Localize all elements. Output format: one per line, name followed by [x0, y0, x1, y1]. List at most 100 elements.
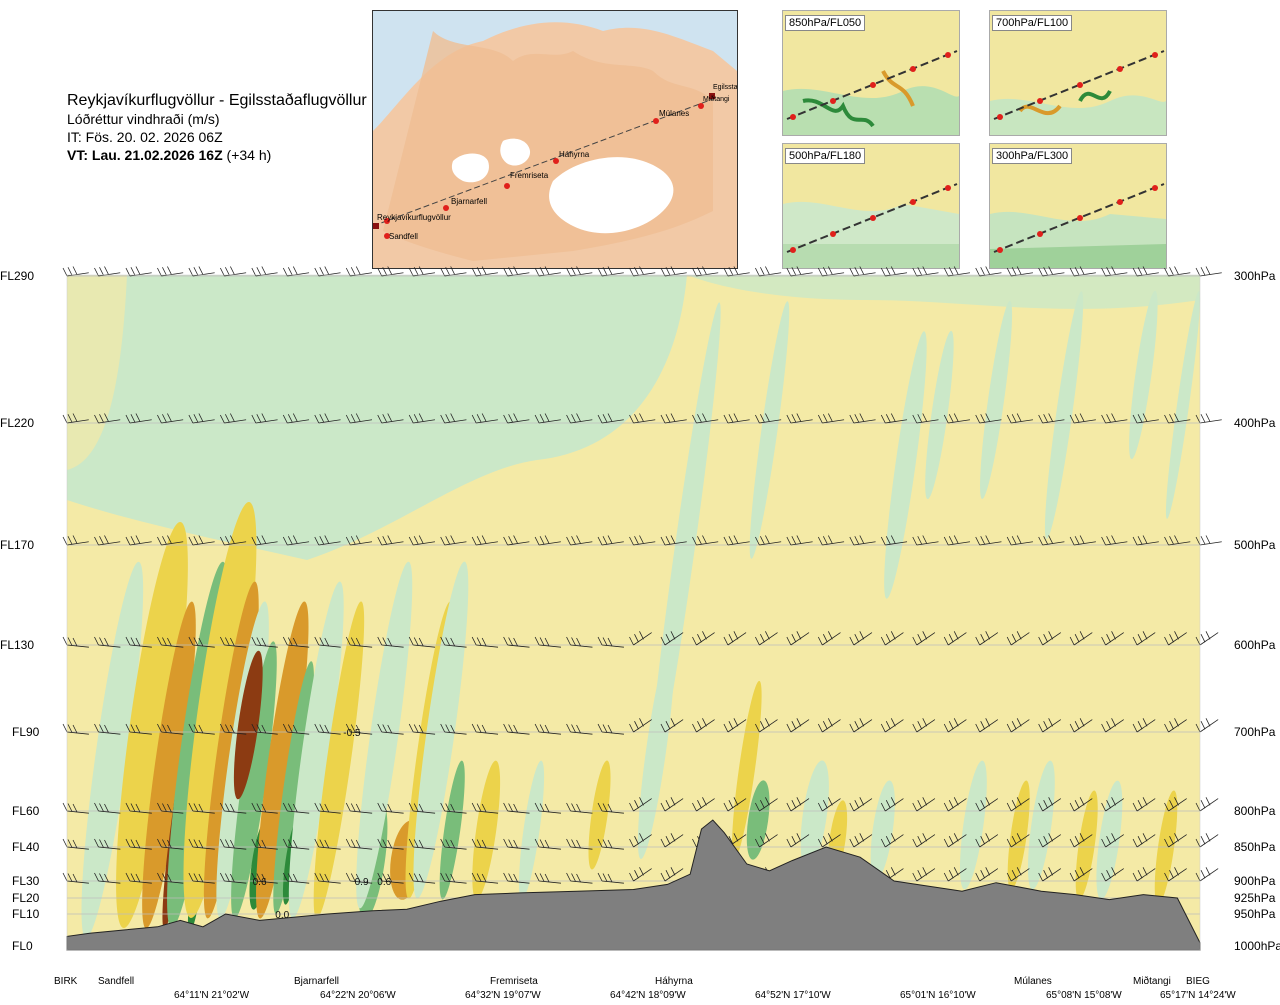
wind-barb-feather: [1200, 720, 1206, 730]
wind-barb-feather: [796, 797, 802, 806]
wind-barb-feather: [1169, 720, 1174, 730]
wind-barb-feather: [513, 266, 518, 275]
wind-barb-feather: [413, 267, 419, 276]
wind-barb: [601, 846, 624, 850]
wind-barb-feather: [607, 873, 613, 883]
wind-barb: [444, 880, 467, 884]
wind-barb-feather: [324, 873, 330, 883]
wind-barb-feather: [418, 637, 424, 647]
wind-barb-feather: [1011, 720, 1017, 730]
wind-barb-feather: [1195, 414, 1201, 424]
wind-barb: [1042, 419, 1065, 424]
wind-barb-feather: [629, 414, 634, 424]
wind-barb-feather: [440, 267, 446, 277]
wind-barb: [255, 272, 278, 277]
wind-barb-feather: [760, 267, 765, 276]
wind-barb-feather: [188, 267, 194, 277]
wind-barb: [224, 880, 247, 884]
wind-barb: [507, 846, 530, 850]
wind-barb-feather: [287, 414, 293, 423]
contour-value-label: 0.6: [377, 877, 391, 888]
wind-barb: [822, 272, 845, 277]
wind-barb-feather: [319, 414, 325, 423]
wind-barb-feather: [445, 724, 451, 733]
wind-barb: [1042, 868, 1062, 882]
wind-barb-feather: [1111, 535, 1116, 544]
wind-barb-feather: [476, 839, 482, 848]
wind-barb-feather: [198, 724, 204, 734]
pressure-tick-label: 800hPa: [1234, 804, 1276, 818]
wind-barb: [979, 632, 999, 646]
wind-barb: [66, 272, 89, 277]
wind-barb: [1136, 272, 1159, 277]
wind-barb-feather: [1048, 718, 1053, 727]
wind-barb: [822, 798, 841, 812]
wind-barb-feather: [104, 266, 109, 275]
wind-barb-feather: [508, 267, 513, 276]
wind-barb-feather: [345, 723, 351, 733]
wind-barb-feather: [355, 637, 361, 647]
wind-barb-feather: [1006, 536, 1012, 546]
wind-barb-feather: [292, 873, 298, 883]
wind-barb: [476, 731, 499, 735]
wind-barb: [539, 419, 561, 424]
wind-barb-feather: [1011, 267, 1017, 276]
wind-barb-feather: [251, 838, 257, 848]
wind-barb-feather: [723, 636, 729, 646]
wind-barb: [1136, 868, 1156, 882]
wind-barb-feather: [408, 267, 414, 277]
wind-barb-feather: [786, 802, 792, 812]
wind-barb: [507, 541, 530, 546]
valid-label: VT: Lau. 21.02.2026 16Z: [67, 147, 223, 163]
wind-barb-feather: [1048, 413, 1053, 422]
wind-barb-feather: [859, 266, 865, 275]
wind-barb-feather: [324, 413, 330, 422]
wind-barb-feather: [890, 535, 896, 544]
wind-barb-feather: [849, 267, 855, 277]
wind-barb-feather: [670, 833, 676, 842]
wind-barb: [1011, 419, 1033, 424]
wind-barb: [476, 846, 499, 850]
wind-barb-feather: [571, 536, 576, 545]
wind-barb-feather: [324, 535, 330, 544]
wind-barb: [1105, 868, 1124, 882]
wind-barb-feather: [382, 803, 388, 812]
wind-barb-feather: [94, 536, 99, 546]
wind-barb: [1073, 719, 1093, 733]
vertical-wind-cell: [1129, 290, 1158, 460]
wind-barb-feather: [72, 839, 78, 849]
wind-barb: [822, 834, 841, 848]
wind-barb-feather: [418, 724, 424, 734]
wind-barb: [381, 810, 404, 814]
wind-barb-feather: [67, 536, 73, 545]
wind-barb: [350, 880, 373, 884]
wind-barb-feather: [1111, 867, 1116, 876]
wind-barb-feather: [917, 267, 923, 276]
wind-barb: [192, 644, 215, 648]
wind-barb-feather: [728, 633, 734, 643]
wind-barb-feather: [377, 723, 383, 733]
wind-barb-feather: [948, 536, 954, 545]
wind-barb-feather: [953, 797, 959, 806]
wind-barb-feather: [1174, 266, 1179, 275]
wind-barb-feather: [607, 413, 613, 422]
wind-barb-feather: [755, 802, 760, 812]
wind-barb-feather: [665, 835, 671, 845]
wind-barb-feather: [198, 873, 204, 883]
wind-barb-feather: [692, 723, 697, 733]
wind-barb-feather: [1101, 723, 1106, 733]
wind-barb-feather: [922, 535, 928, 544]
wind-barb-feather: [571, 803, 576, 812]
wind-barb-feather: [198, 803, 204, 813]
wind-barb-feather: [382, 724, 388, 733]
wind-barb: [790, 541, 813, 546]
wind-barb: [539, 810, 562, 814]
wind-barb: [916, 719, 936, 733]
mini-map-label: 500hPa/FL180: [785, 148, 866, 164]
vertical-wind-cell: [288, 581, 344, 919]
wind-barb-feather: [413, 873, 419, 882]
wind-barb: [1042, 834, 1062, 848]
pressure-tick-label: 400hPa: [1234, 416, 1276, 430]
wind-barb-feather: [728, 720, 734, 730]
wind-barb: [1168, 868, 1187, 882]
